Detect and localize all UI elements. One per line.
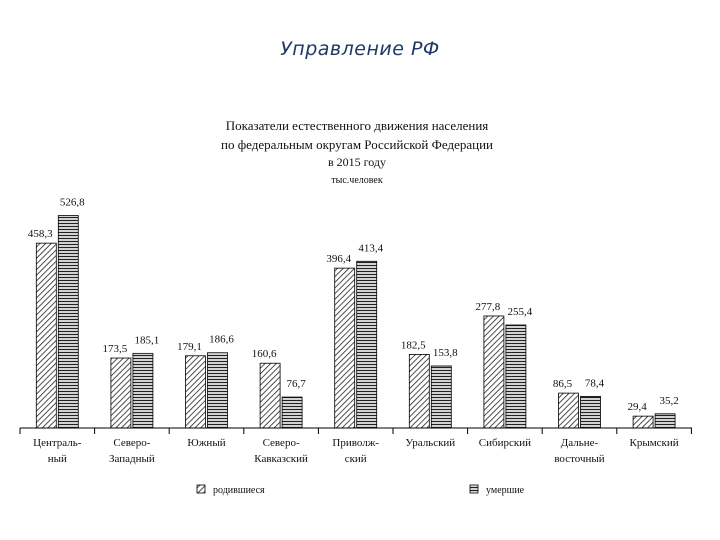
category-label: Дальне-: [561, 437, 599, 449]
value-label-died: 76,7: [286, 378, 306, 390]
value-label-born: 277,8: [476, 301, 501, 313]
category-label: Северо-: [113, 437, 150, 449]
value-label-died: 186,6: [209, 334, 234, 346]
category-label: Южный: [187, 437, 225, 449]
value-label-died: 78,4: [585, 377, 605, 389]
value-label-died: 413,4: [358, 242, 383, 254]
category-label: Сибирский: [479, 437, 531, 449]
bar-born: [483, 315, 505, 429]
slide-title: Управление РФ: [280, 38, 440, 60]
category-label: Западный: [109, 453, 155, 465]
bar-died: [281, 396, 303, 429]
category-label: Кавказский: [254, 453, 308, 465]
bar-died: [207, 352, 228, 429]
value-label-died: 185,1: [135, 334, 160, 346]
value-labels-group: 458,3 526,8 173,5 185,1 179,1 186,6 160,6 76,7 3…: [28, 197, 679, 414]
bar-died: [57, 215, 79, 429]
legend-label-died: умершие: [486, 485, 525, 496]
value-label-born: 86,5: [553, 378, 573, 390]
value-label-born: 173,5: [103, 343, 128, 355]
bar-born: [110, 357, 132, 429]
bar-died: [505, 324, 527, 429]
category-label: Уральский: [405, 437, 455, 449]
bar-born: [259, 362, 281, 429]
category-label: Северо-: [263, 437, 300, 449]
value-label-born: 160,6: [252, 348, 277, 360]
chart-title: Показатели естественного движения населе…: [226, 118, 489, 133]
bar-died: [132, 352, 154, 429]
category-label: ный: [48, 453, 67, 465]
legend: родившиеся умершие: [196, 484, 525, 496]
bar-born: [35, 242, 57, 429]
bar-born: [408, 353, 430, 429]
category-label: ский: [345, 453, 367, 465]
value-label-born: 458,3: [28, 228, 53, 240]
category-label: Централь-: [33, 437, 82, 449]
legend-swatch-died: [469, 484, 479, 494]
category-ticks-group: [19, 428, 692, 434]
value-label-died: 526,8: [60, 197, 85, 209]
value-label-born: 179,1: [177, 341, 202, 353]
value-label-died: 153,8: [433, 347, 458, 359]
category-label: Крымский: [629, 437, 678, 449]
value-label-died: 35,2: [659, 395, 678, 407]
bar-died: [654, 413, 676, 429]
legend-label-born: родившиеся: [213, 485, 265, 496]
bar-died: [356, 260, 378, 429]
category-labels-group: Централь-ный Северо- Западный Южный Северо- К…: [33, 437, 679, 465]
category-label: Приволж-: [332, 437, 379, 449]
value-label-born: 29,4: [627, 401, 647, 413]
chart-subtitle: по федеральным округам Российской Федера…: [221, 137, 493, 152]
bar-born: [558, 392, 579, 429]
bar-born: [334, 267, 356, 429]
value-label-died: 255,4: [508, 306, 533, 318]
bar-born: [185, 355, 206, 429]
legend-swatch-born: [196, 484, 206, 494]
chart-units: тыс.человек: [331, 175, 383, 186]
bars-group: [35, 215, 676, 429]
bar-died: [580, 395, 601, 429]
chart-period: в 2015 году: [328, 155, 386, 169]
bar-born: [632, 415, 654, 429]
value-label-born: 396,4: [326, 253, 351, 265]
category-label: восточный: [554, 453, 604, 465]
value-label-born: 182,5: [401, 339, 426, 351]
bar-died: [430, 365, 452, 429]
